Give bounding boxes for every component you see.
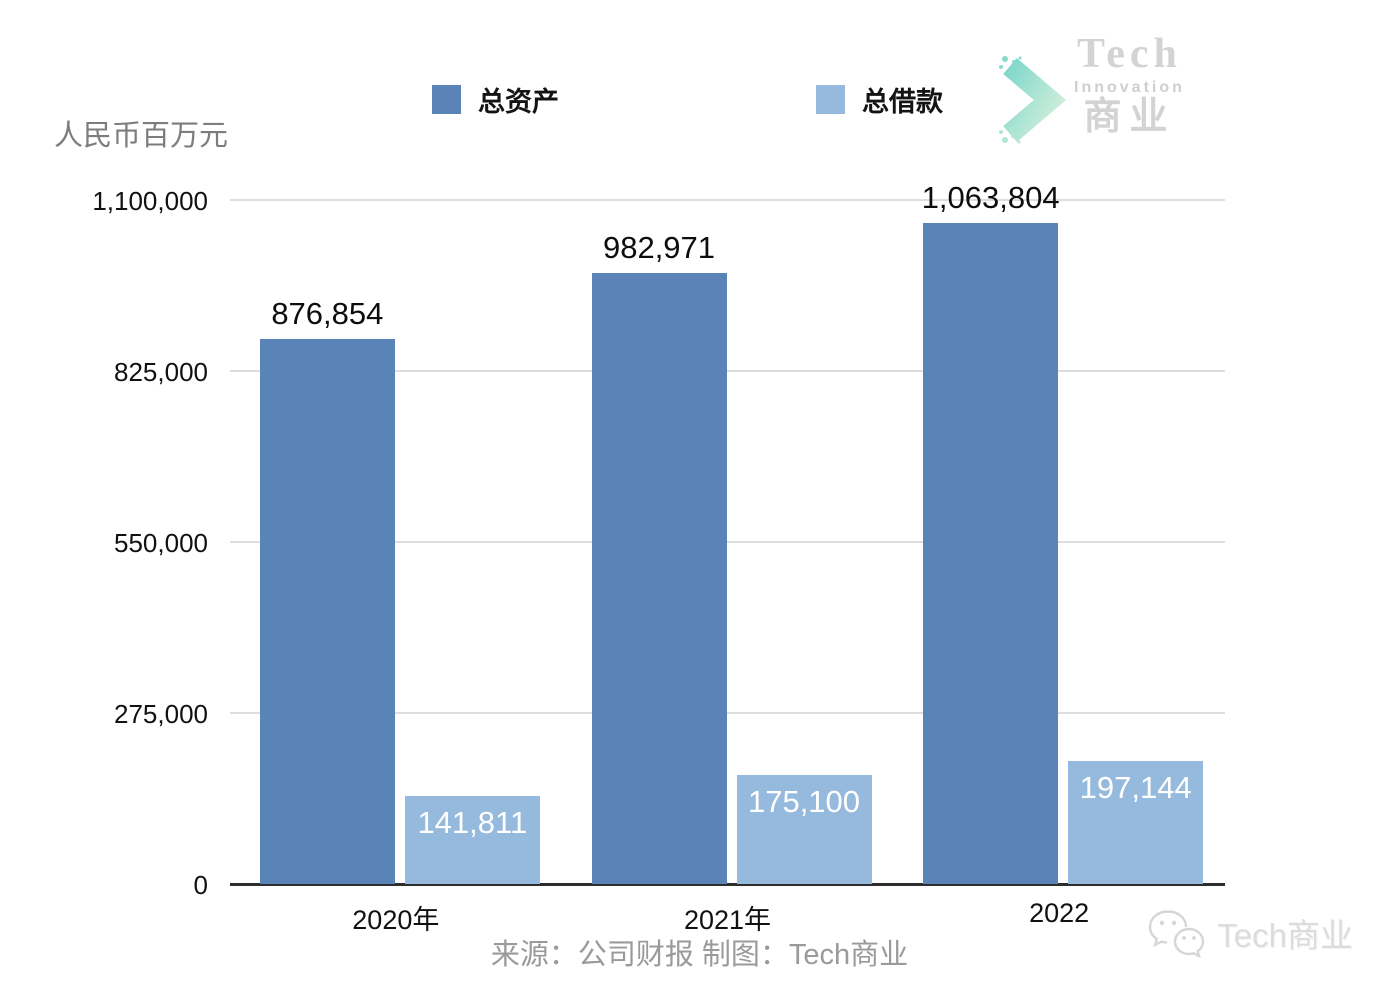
x-axis-label: 2021年 <box>683 905 772 935</box>
legend-label-total-assets: 总资产 <box>478 87 559 117</box>
watermark-text: Tech商业 <box>1217 917 1353 954</box>
bar-label-total-borrowings-2022: 197,144 <box>1079 770 1192 805</box>
bar-total-borrowings-2021 <box>736 775 872 884</box>
bar-label-total-borrowings-2021: 175,100 <box>747 784 861 819</box>
bar-total-assets-2021 <box>591 273 727 884</box>
logo-line1: Tech <box>1077 31 1182 77</box>
bar-label-total-assets-2020: 876,854 <box>271 296 384 331</box>
bar-label-total-assets-2022: 1,063,804 <box>921 180 1060 215</box>
brand-logo: Tech Innovation 商业 <box>998 31 1185 146</box>
legend-swatch-total-assets <box>432 85 461 114</box>
gridline <box>230 370 1225 372</box>
wechat-icon <box>1149 910 1205 958</box>
logo-line2: Innovation <box>1074 79 1185 96</box>
plot-area: 0 275,000 550,000 825,000 1,100,000 876,854 14… <box>92 180 1225 935</box>
legend-swatch-total-borrowings <box>816 85 845 114</box>
y-tick-label: 550,000 <box>114 528 208 558</box>
y-tick-label: 0 <box>193 870 208 900</box>
legend-label-total-borrowings: 总借款 <box>862 87 943 117</box>
legend-item-total-borrowings: 总借款 <box>816 80 943 119</box>
y-tick-label: 1,100,000 <box>92 186 208 216</box>
source-note: 来源：公司财报 制图：Tech商业 <box>490 939 909 971</box>
logo-text: Tech Innovation 商业 <box>1074 31 1185 146</box>
bar-total-assets-2020 <box>259 339 395 884</box>
bar-total-assets-2022 <box>923 223 1059 884</box>
logo-line3: 商业 <box>1083 96 1176 138</box>
x-axis-label: 2020年 <box>352 905 440 935</box>
bar-label-total-assets-2021: 982,971 <box>602 230 716 265</box>
gridline <box>230 712 1225 714</box>
x-axis-label: 2022 <box>1029 898 1090 928</box>
y-tick-label: 275,000 <box>114 699 208 729</box>
gridline <box>230 199 1225 201</box>
y-tick-label: 825,000 <box>114 357 208 387</box>
legend-item-total-assets: 总资产 <box>432 80 559 119</box>
bottom-watermark: Tech商业 <box>1145 908 1353 958</box>
bar-label-total-borrowings-2020: 141,811 <box>417 805 528 840</box>
bar-total-borrowings-2022 <box>1068 761 1204 884</box>
logo-chevron-icon <box>999 56 1066 144</box>
x-axis-line <box>230 883 1225 886</box>
y-axis-unit-label: 人民币百万元 <box>54 120 229 152</box>
gridline <box>230 541 1225 543</box>
bar-total-borrowings-2020 <box>404 796 540 884</box>
